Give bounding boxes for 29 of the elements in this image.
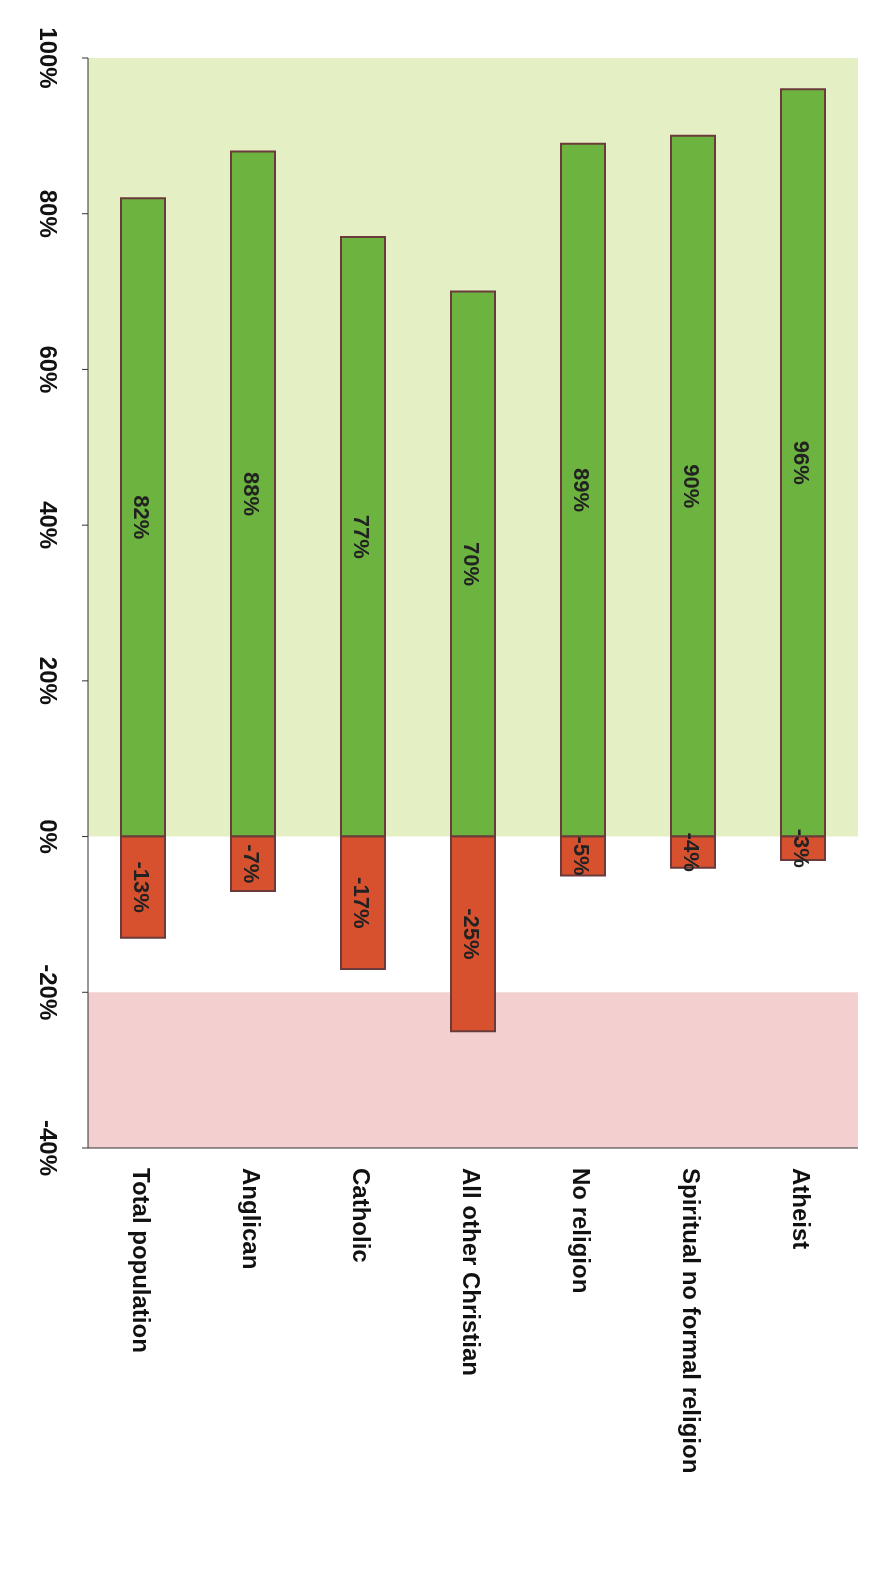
data-label: -3% xyxy=(789,828,814,868)
x-tick-label: Atheist xyxy=(788,1168,815,1250)
data-label: 77% xyxy=(349,514,374,559)
y-tick-label: 40% xyxy=(35,501,62,550)
x-tick-label: Spiritual no formal religion xyxy=(678,1168,705,1474)
data-label: -17% xyxy=(349,877,374,929)
data-label: 90% xyxy=(679,464,704,509)
x-tick-label: Total population xyxy=(128,1168,155,1353)
data-label: 96% xyxy=(789,440,814,485)
y-tick-label: 0% xyxy=(35,819,62,854)
data-label: -13% xyxy=(129,861,154,913)
y-tick-label: 20% xyxy=(35,656,62,705)
data-label: -7% xyxy=(239,844,264,884)
data-label: 88% xyxy=(239,471,264,517)
x-tick-label: All other Christian xyxy=(458,1168,485,1377)
data-label: 89% xyxy=(569,468,594,513)
x-tick-label: Anglican xyxy=(238,1168,265,1270)
y-tick-label: 80% xyxy=(35,189,62,238)
data-label: -4% xyxy=(679,832,704,872)
y-tick-label: 60% xyxy=(35,345,62,394)
y-tick-label: -20% xyxy=(35,964,62,1021)
y-tick-label: 100% xyxy=(35,27,62,89)
x-tick-label: Catholic xyxy=(348,1168,375,1263)
y-tick-label: -40% xyxy=(35,1119,62,1177)
data-label: -5% xyxy=(569,836,594,876)
data-label: -25% xyxy=(459,908,484,960)
data-label: 70% xyxy=(459,542,484,587)
data-label: 82% xyxy=(129,495,154,540)
x-tick-label: No religion xyxy=(568,1168,595,1294)
